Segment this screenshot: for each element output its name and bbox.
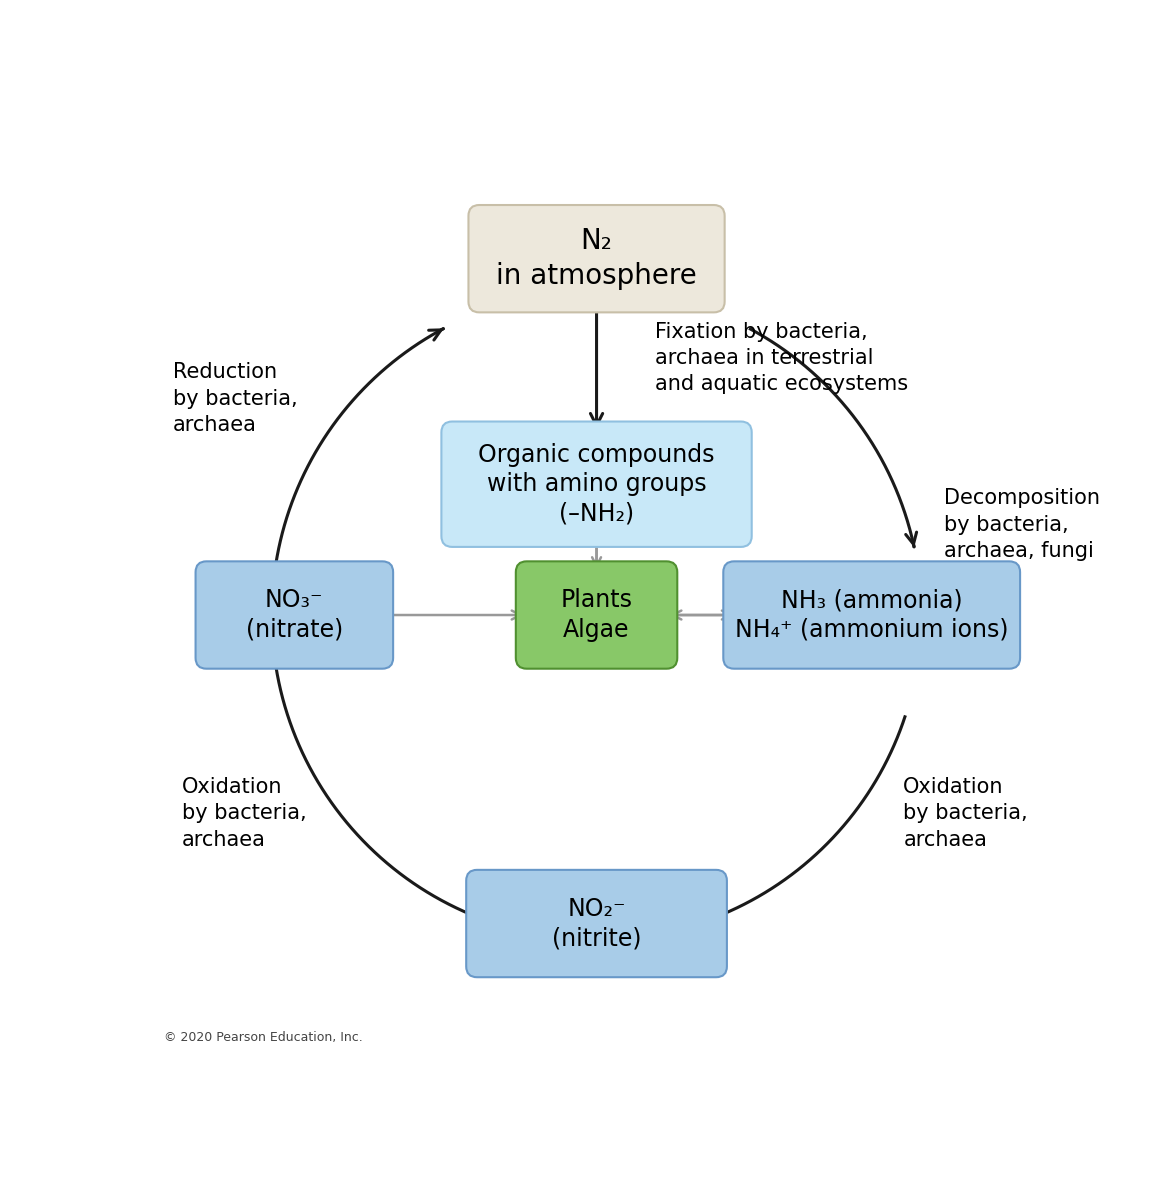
Text: Reduction
by bacteria,
archaea: Reduction by bacteria, archaea — [172, 362, 297, 434]
Text: Organic compounds
with amino groups
(–NH₂): Organic compounds with amino groups (–NH… — [478, 443, 715, 526]
Text: Decomposition
by bacteria,
archaea, fungi: Decomposition by bacteria, archaea, fung… — [944, 488, 1100, 562]
FancyBboxPatch shape — [723, 562, 1020, 668]
Text: Oxidation
by bacteria,
archaea: Oxidation by bacteria, archaea — [182, 778, 306, 850]
Text: Oxidation
by bacteria,
archaea: Oxidation by bacteria, archaea — [903, 778, 1028, 850]
Text: NH₃ (ammonia)
NH₄⁺ (ammonium ions): NH₃ (ammonia) NH₄⁺ (ammonium ions) — [734, 588, 1008, 642]
Text: N₂
in atmosphere: N₂ in atmosphere — [496, 227, 697, 290]
Text: NO₂⁻
(nitrite): NO₂⁻ (nitrite) — [552, 896, 641, 950]
Text: © 2020 Pearson Education, Inc.: © 2020 Pearson Education, Inc. — [163, 1031, 362, 1044]
FancyBboxPatch shape — [441, 421, 752, 547]
FancyBboxPatch shape — [468, 205, 725, 312]
Text: Plants
Algae: Plants Algae — [561, 588, 632, 642]
FancyBboxPatch shape — [196, 562, 393, 668]
Text: NO₃⁻
(nitrate): NO₃⁻ (nitrate) — [246, 588, 343, 642]
FancyBboxPatch shape — [467, 870, 726, 977]
Text: Fixation by bacteria,
archaea in terrestrial
and aquatic ecosystems: Fixation by bacteria, archaea in terrest… — [655, 322, 908, 395]
FancyBboxPatch shape — [516, 562, 677, 668]
